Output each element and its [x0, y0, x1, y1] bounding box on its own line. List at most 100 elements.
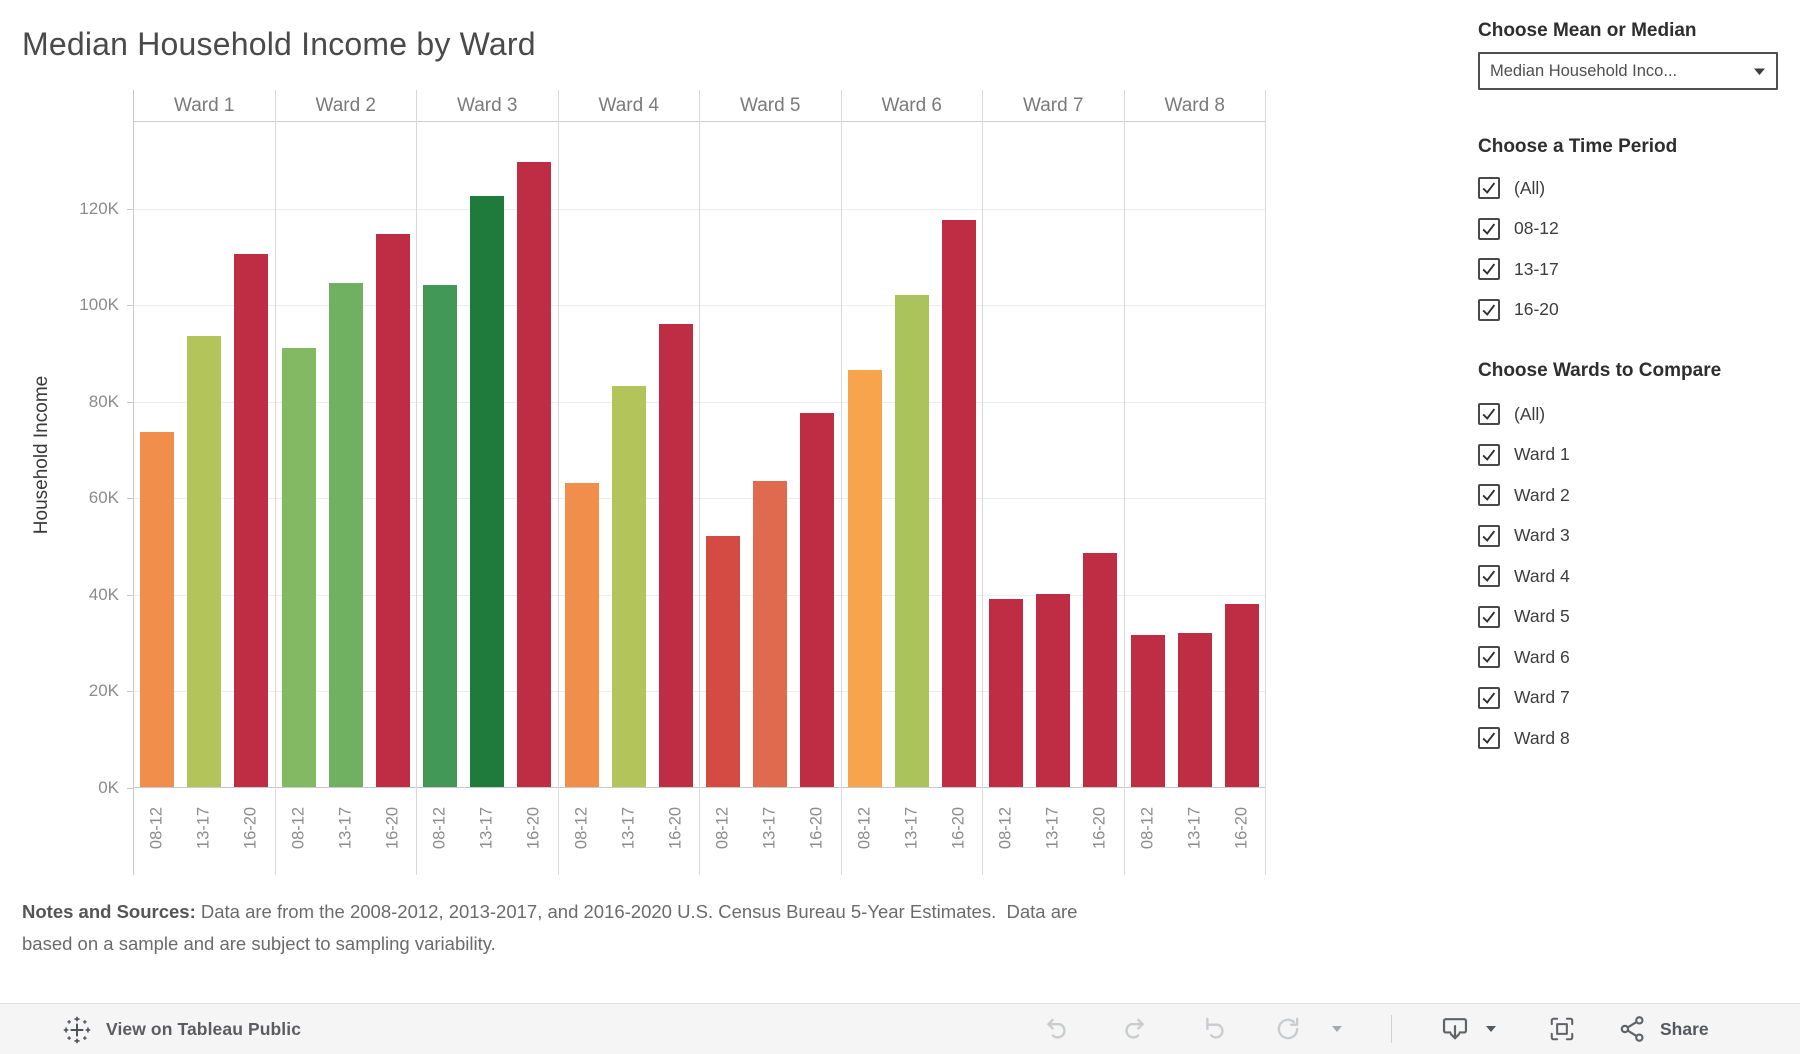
ward-option-label: Ward 7	[1514, 687, 1570, 708]
checkbox-checked-icon[interactable]	[1478, 177, 1500, 200]
checkbox-checked-icon[interactable]	[1478, 298, 1500, 321]
checkbox-checked-icon[interactable]	[1478, 524, 1500, 547]
ward-option-label: (All)	[1514, 403, 1546, 424]
x-axis-labels: 08-12 13-17 16-20	[134, 788, 275, 874]
y-tick-mark	[127, 498, 133, 500]
ward-option-ward-7[interactable]: Ward 7	[1478, 678, 1788, 719]
share-button[interactable]: Share	[1618, 1014, 1709, 1044]
ward-header-label: Ward 7	[983, 90, 1124, 122]
ward-option-label: Ward 3	[1514, 525, 1570, 546]
checkbox-checked-icon[interactable]	[1478, 727, 1500, 750]
x-tick-label: 08-12	[855, 806, 874, 850]
time-period-option-08-12[interactable]: 08-12	[1478, 209, 1788, 250]
time-period-option-all[interactable]: (All)	[1478, 168, 1788, 209]
ward-panels: Ward 1 08-12 13-17 16-20 Ward 2 08-12 13-17 16-…	[133, 90, 1266, 875]
checkbox-checked-icon[interactable]	[1478, 565, 1500, 588]
ward-panel: Ward 7 08-12 13-17 16-20	[983, 90, 1125, 875]
ward-plot-area	[558, 122, 699, 788]
ward-plot-area	[700, 122, 841, 788]
ward-option-ward-4[interactable]: Ward 4	[1478, 556, 1788, 597]
bar[interactable]	[1224, 604, 1259, 787]
ward-option-ward-5[interactable]: Ward 5	[1478, 597, 1788, 638]
bar[interactable]	[658, 324, 693, 787]
ward-header-label: Ward 6	[841, 90, 982, 122]
y-tick-label: 80K	[88, 391, 119, 411]
bar[interactable]	[753, 481, 788, 787]
bar-chart: Ward 1 08-12 13-17 16-20 Ward 2 08-12 13-17 16-…	[133, 90, 1266, 875]
time-period-section-title: Choose a Time Period	[1478, 136, 1678, 157]
measure-dropdown[interactable]: Median Household Inco...	[1478, 52, 1778, 90]
ward-panel: Ward 5 08-12 13-17 16-20	[700, 90, 842, 875]
time-period-option-13-17[interactable]: 13-17	[1478, 249, 1788, 290]
bar[interactable]	[941, 220, 976, 787]
bar[interactable]	[187, 336, 222, 787]
bar[interactable]	[800, 413, 835, 787]
ward-option-ward-6[interactable]: Ward 6	[1478, 637, 1788, 678]
y-tick-mark	[127, 594, 133, 596]
y-tick-mark	[127, 691, 133, 693]
tableau-logo-icon	[62, 1015, 92, 1045]
bar[interactable]	[989, 599, 1024, 787]
toolbar-separator	[1391, 1015, 1392, 1043]
bar[interactable]	[517, 162, 552, 787]
notes-and-sources: Notes and Sources: Data are from the 200…	[22, 896, 1282, 959]
bar[interactable]	[706, 536, 741, 787]
checkbox-checked-icon[interactable]	[1478, 686, 1500, 709]
redo-button[interactable]	[1120, 1015, 1148, 1043]
bar[interactable]	[847, 370, 882, 787]
checkbox-checked-icon[interactable]	[1478, 217, 1500, 240]
x-tick-label: 13-17	[760, 806, 779, 850]
measure-section-title: Choose Mean or Median	[1478, 20, 1697, 41]
undo-button[interactable]	[1043, 1015, 1071, 1043]
notes-lead: Notes and Sources:	[22, 901, 196, 922]
bar[interactable]	[894, 295, 929, 787]
ward-panel: Ward 6 08-12 13-17 16-20	[841, 90, 983, 875]
bar[interactable]	[1177, 633, 1212, 787]
view-on-tableau-public-link[interactable]: View on Tableau Public	[62, 1004, 301, 1054]
refresh-button[interactable]	[1274, 1015, 1302, 1043]
ward-panel: Ward 2 08-12 13-17 16-20	[275, 90, 417, 875]
fullscreen-button[interactable]	[1548, 1015, 1576, 1043]
bar[interactable]	[423, 285, 458, 787]
bar[interactable]	[375, 234, 410, 787]
bar[interactable]	[1083, 553, 1118, 787]
wards-filter: (All) Ward 1 Ward 2 Ward 3 Ward 4 Ward 5 Ward …	[1478, 394, 1788, 759]
ward-option-all[interactable]: (All)	[1478, 394, 1788, 435]
ward-option-ward-2[interactable]: Ward 2	[1478, 475, 1788, 516]
bar[interactable]	[564, 483, 599, 787]
checkbox-checked-icon[interactable]	[1478, 646, 1500, 669]
checkbox-checked-icon[interactable]	[1478, 605, 1500, 628]
time-period-filter: (All) 08-12 13-17 16-20	[1478, 168, 1788, 330]
bar[interactable]	[611, 386, 646, 787]
download-button[interactable]	[1440, 1014, 1470, 1044]
x-tick-label: 13-17	[336, 806, 355, 850]
bar[interactable]	[328, 283, 363, 787]
ward-option-ward-8[interactable]: Ward 8	[1478, 718, 1788, 759]
revert-button[interactable]	[1202, 1015, 1230, 1043]
bar[interactable]	[234, 254, 269, 787]
checkbox-checked-icon[interactable]	[1478, 443, 1500, 466]
y-tick-label: 20K	[88, 681, 119, 701]
x-axis-labels: 08-12 13-17 16-20	[417, 788, 558, 874]
ward-header-label: Ward 8	[1124, 90, 1265, 122]
x-tick-label: 16-20	[807, 806, 826, 850]
bar[interactable]	[470, 196, 505, 787]
notes-line2: based on a sample and are subject to sam…	[22, 932, 496, 954]
checkbox-checked-icon[interactable]	[1478, 484, 1500, 507]
ward-option-ward-1[interactable]: Ward 1	[1478, 435, 1788, 476]
x-axis-labels: 08-12 13-17 16-20	[983, 788, 1124, 874]
x-tick-label: 16-20	[241, 806, 260, 850]
time-period-option-16-20[interactable]: 16-20	[1478, 290, 1788, 331]
download-caret[interactable]	[1485, 1025, 1497, 1033]
checkbox-checked-icon[interactable]	[1478, 403, 1500, 426]
bar[interactable]	[1036, 594, 1071, 787]
bar[interactable]	[281, 348, 316, 787]
ward-option-label: Ward 1	[1514, 444, 1570, 465]
bar[interactable]	[140, 432, 175, 787]
refresh-options-caret[interactable]	[1331, 1025, 1343, 1033]
y-tick-label: 100K	[79, 295, 119, 315]
ward-option-label: Ward 2	[1514, 484, 1570, 505]
bar[interactable]	[1130, 635, 1165, 787]
ward-option-ward-3[interactable]: Ward 3	[1478, 516, 1788, 557]
checkbox-checked-icon[interactable]	[1478, 258, 1500, 281]
